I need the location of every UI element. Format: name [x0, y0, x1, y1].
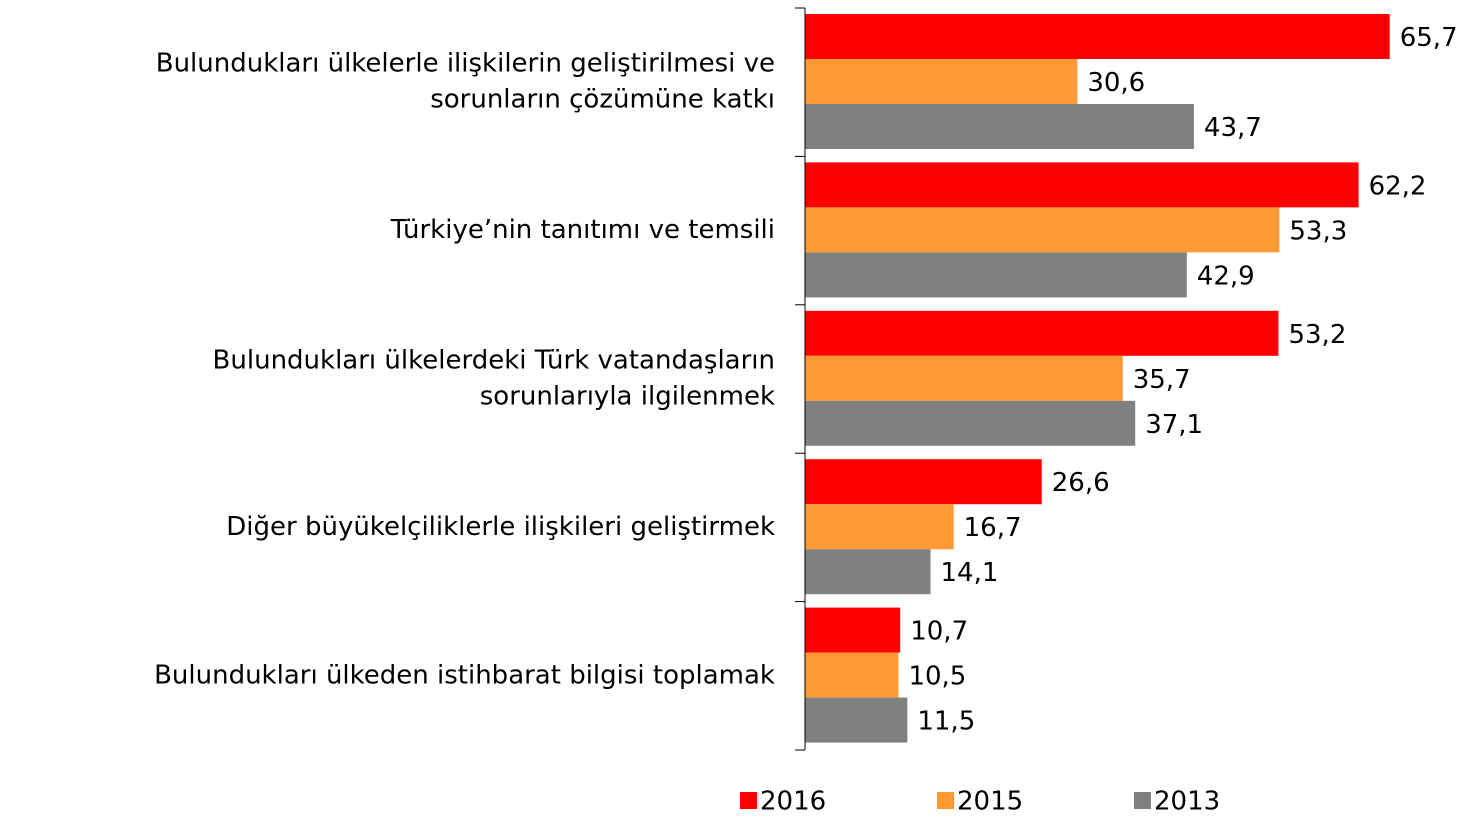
bar — [805, 549, 931, 595]
value-label: 42,9 — [1197, 261, 1255, 291]
bar — [805, 697, 908, 743]
value-label: 53,2 — [1288, 320, 1346, 350]
legend-swatch — [1134, 792, 1151, 809]
bar — [805, 252, 1187, 298]
category-label: Bulundukları ülkelerle ilişkilerin geliş… — [156, 49, 775, 79]
bar — [805, 310, 1279, 356]
category-label: Diğer büyükelçiliklerle ilişkileri geliş… — [226, 512, 775, 542]
legend-label: 2016 — [760, 787, 826, 817]
legend-swatch — [937, 792, 954, 809]
category-label: sorunların çözümüne katkı — [430, 85, 775, 115]
value-label: 43,7 — [1204, 113, 1262, 143]
bar — [805, 355, 1123, 401]
bar — [805, 504, 954, 550]
legend-label: 2013 — [1154, 787, 1220, 817]
value-label: 26,6 — [1052, 468, 1110, 498]
value-label: 10,7 — [910, 617, 968, 647]
value-label: 14,1 — [940, 558, 998, 588]
value-label: 35,7 — [1133, 365, 1191, 395]
bar — [805, 104, 1194, 149]
value-label: 11,5 — [917, 707, 975, 737]
bar — [805, 207, 1280, 253]
bar — [805, 400, 1136, 446]
legend-swatch — [740, 792, 757, 809]
value-label: 37,1 — [1145, 410, 1203, 440]
bar — [805, 14, 1390, 59]
bar — [805, 162, 1359, 208]
value-label: 53,3 — [1289, 216, 1347, 246]
bar — [805, 652, 899, 698]
value-label: 62,2 — [1369, 171, 1427, 201]
value-label: 65,7 — [1400, 23, 1458, 53]
category-label: Bulundukları ülkelerdeki Türk vatandaşla… — [213, 346, 775, 376]
category-label: Bulundukları ülkeden istihbarat bilgisi … — [154, 660, 775, 690]
category-label: Türkiye’nin tanıtımı ve temsili — [390, 215, 775, 245]
legend-label: 2015 — [957, 787, 1023, 817]
bar — [805, 59, 1078, 104]
value-label: 10,5 — [908, 662, 966, 692]
value-label: 16,7 — [964, 513, 1022, 543]
bar — [805, 607, 901, 653]
value-label: 30,6 — [1087, 68, 1145, 98]
bar — [805, 459, 1042, 505]
category-label: sorunlarıyla ilgilenmek — [480, 382, 775, 412]
